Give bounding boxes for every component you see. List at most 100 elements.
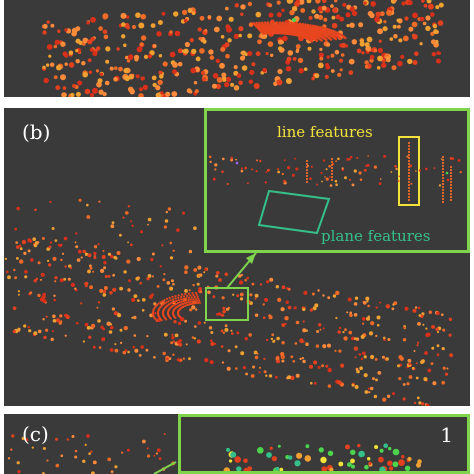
point	[197, 274, 200, 277]
point	[397, 60, 403, 67]
point	[173, 11, 179, 17]
point	[433, 29, 439, 35]
point	[60, 74, 66, 81]
point	[135, 74, 140, 79]
point	[212, 73, 219, 79]
pole-point	[449, 195, 453, 199]
point	[121, 451, 124, 454]
point	[351, 183, 355, 187]
point	[425, 327, 428, 330]
point	[421, 0, 425, 3]
point	[427, 368, 432, 373]
point	[317, 62, 324, 69]
point	[353, 313, 358, 317]
point	[437, 20, 444, 26]
point	[234, 85, 239, 90]
point	[436, 344, 440, 348]
point	[436, 330, 440, 334]
point	[30, 258, 34, 262]
point	[100, 268, 105, 273]
point	[377, 28, 383, 35]
point	[315, 0, 321, 4]
point	[416, 462, 421, 468]
point	[17, 290, 20, 293]
point	[322, 344, 327, 349]
point	[135, 276, 140, 281]
point	[370, 1, 377, 7]
point	[329, 467, 334, 471]
point	[17, 470, 21, 474]
point	[431, 52, 436, 57]
point	[361, 317, 366, 321]
point	[52, 256, 57, 261]
point	[444, 372, 449, 376]
pole-point	[330, 172, 334, 176]
point	[385, 304, 390, 309]
point	[438, 184, 442, 187]
point	[18, 329, 21, 332]
point	[328, 164, 331, 168]
point	[365, 164, 368, 168]
point	[207, 15, 212, 19]
point	[114, 66, 118, 70]
point	[191, 48, 197, 55]
point	[194, 297, 197, 301]
point	[184, 292, 187, 296]
point	[262, 316, 266, 319]
point	[383, 20, 387, 24]
point	[362, 351, 366, 356]
point	[188, 249, 193, 254]
point	[421, 402, 425, 406]
point	[318, 447, 324, 453]
point	[393, 0, 397, 2]
point	[89, 285, 93, 290]
point	[376, 66, 381, 70]
point	[84, 281, 89, 286]
point	[221, 296, 225, 300]
point	[86, 434, 90, 438]
point	[240, 51, 244, 55]
point	[351, 464, 355, 469]
point	[182, 300, 185, 303]
point	[373, 394, 378, 399]
point	[355, 367, 359, 371]
point	[75, 59, 80, 64]
point	[108, 330, 113, 334]
point	[242, 366, 246, 370]
point	[31, 446, 34, 449]
point	[390, 171, 393, 173]
point	[275, 356, 280, 361]
point	[37, 241, 40, 244]
point	[226, 447, 230, 452]
point	[247, 33, 253, 39]
point	[310, 381, 313, 385]
point	[325, 27, 329, 31]
point	[127, 288, 131, 292]
point-cloud-a	[41, 0, 444, 97]
point	[191, 292, 194, 295]
point	[122, 216, 125, 219]
pole-point	[407, 186, 411, 190]
point	[310, 308, 313, 312]
point	[45, 63, 50, 67]
point	[330, 4, 334, 8]
point	[177, 294, 180, 297]
point	[356, 369, 360, 374]
point	[64, 334, 67, 337]
point	[254, 293, 259, 298]
point	[370, 354, 375, 360]
point	[171, 301, 174, 304]
point	[165, 301, 168, 304]
point	[252, 22, 255, 25]
point	[224, 327, 229, 332]
point	[379, 11, 385, 17]
point	[103, 266, 107, 270]
point	[301, 22, 305, 26]
point	[445, 171, 449, 175]
point	[266, 338, 269, 342]
point	[184, 265, 189, 270]
point	[55, 318, 61, 323]
pole-point	[441, 164, 445, 168]
point	[295, 48, 300, 52]
point	[97, 243, 100, 246]
